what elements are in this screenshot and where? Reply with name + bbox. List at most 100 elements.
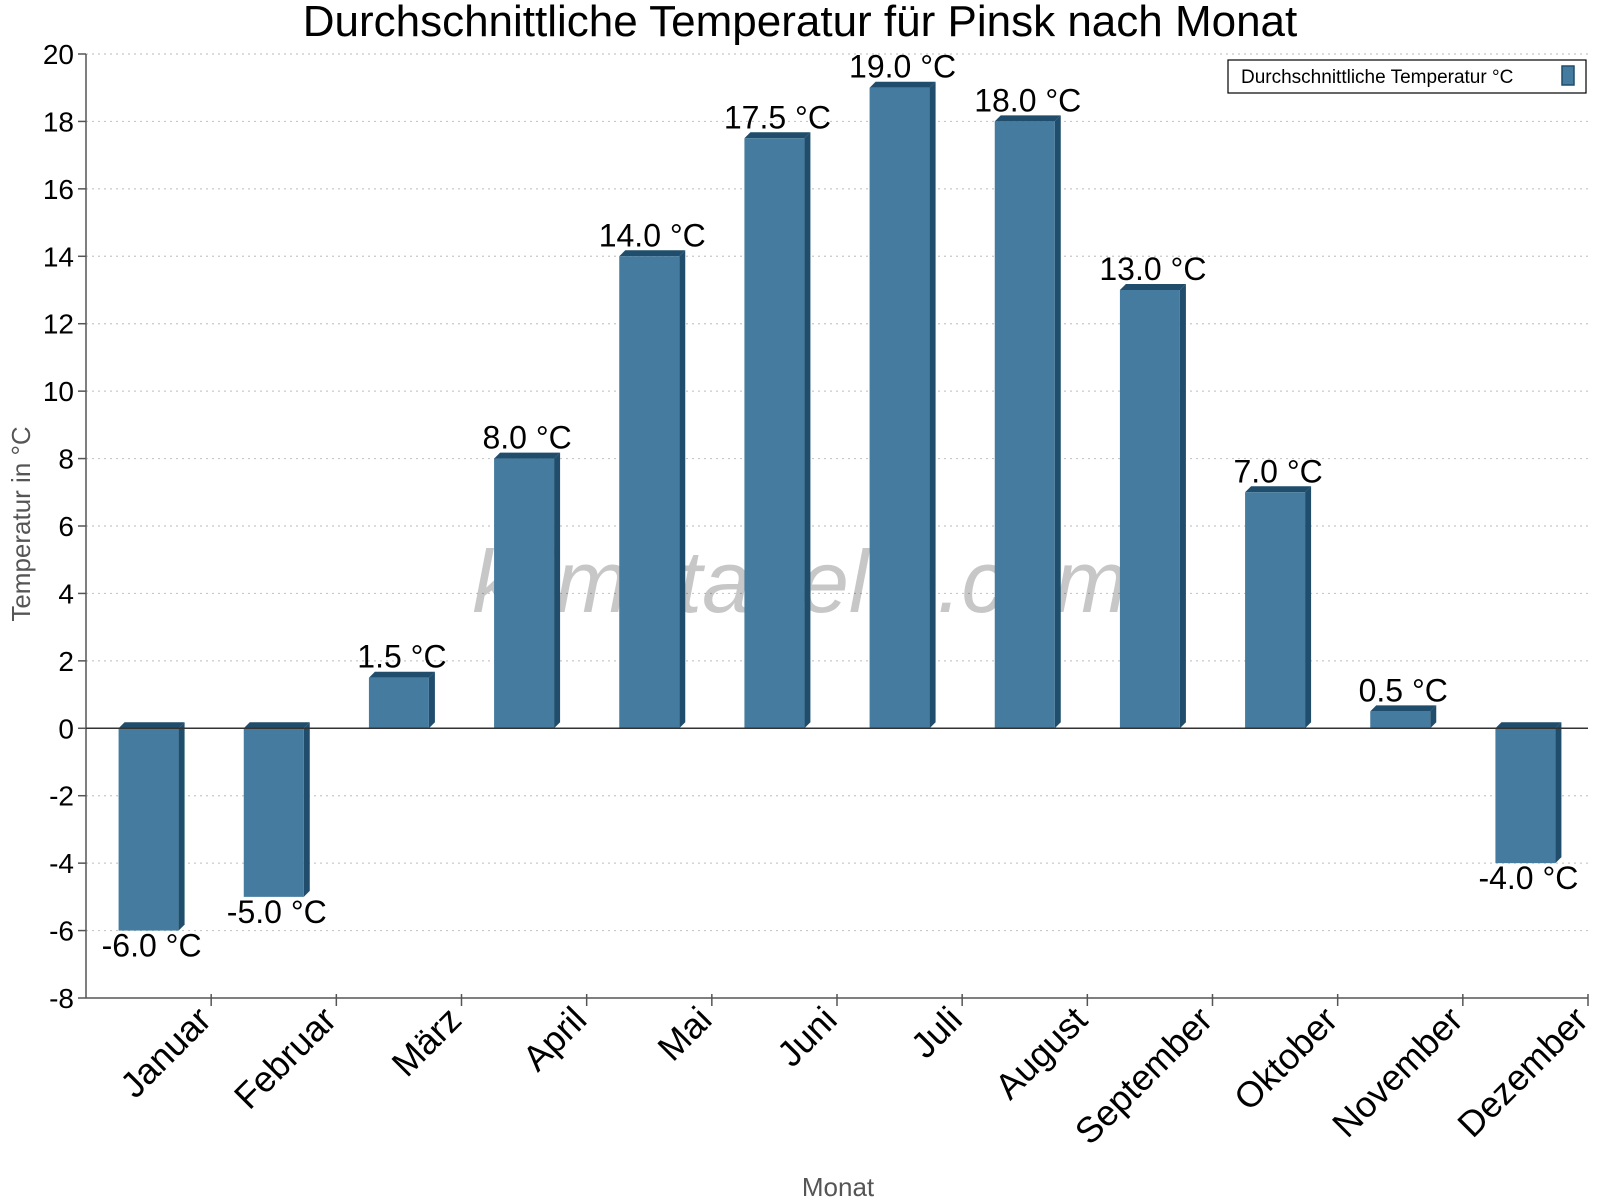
y-tick-label: -2 <box>49 781 74 812</box>
bar <box>118 722 185 931</box>
bar-side <box>428 671 435 729</box>
chart-title: Durchschnittliche Temperatur für Pinsk n… <box>303 0 1298 46</box>
data-label: 17.5 °C <box>724 99 831 135</box>
data-label: 13.0 °C <box>1099 251 1206 287</box>
bars <box>118 81 1562 931</box>
bar-side <box>303 722 310 897</box>
bar-top <box>1119 284 1186 290</box>
bar <box>994 115 1061 729</box>
bar-side <box>178 722 185 931</box>
x-tick-label: Januar <box>112 999 219 1106</box>
bar <box>1119 284 1186 729</box>
data-label: -6.0 °C <box>102 928 202 964</box>
x-tick-label: Juni <box>769 999 845 1075</box>
bar-top <box>744 132 811 139</box>
bar-top <box>494 452 561 459</box>
bar <box>368 671 435 729</box>
y-tick-label: -6 <box>49 916 74 947</box>
bar-top <box>1495 722 1562 729</box>
data-label: 8.0 °C <box>482 420 571 456</box>
bar <box>1495 722 1562 864</box>
bar-side <box>1555 722 1562 864</box>
bar-side <box>1054 115 1061 729</box>
data-label: -5.0 °C <box>227 894 327 930</box>
data-label: 1.5 °C <box>357 639 446 675</box>
bar-top <box>118 722 185 729</box>
bar-top <box>1245 486 1312 493</box>
y-axis-ticks: -8 -6 -4 -2 0 2 4 6 8 10 12 14 16 18 20 <box>43 39 86 1014</box>
bar-side <box>554 452 561 729</box>
bar <box>869 81 936 729</box>
legend-swatch <box>1561 65 1575 86</box>
bar-front <box>744 138 805 729</box>
bar-side <box>929 81 936 729</box>
bar-front <box>1119 290 1180 729</box>
data-label: 18.0 °C <box>974 82 1081 118</box>
data-label: 0.5 °C <box>1359 672 1448 708</box>
bar-side <box>1179 284 1186 729</box>
y-tick-label: -8 <box>49 983 74 1014</box>
y-tick-label: 4 <box>58 578 74 609</box>
bar-front <box>494 458 555 729</box>
y-tick-label: 18 <box>43 106 74 137</box>
x-tick-label: Dezember <box>1449 999 1595 1145</box>
data-label: 14.0 °C <box>599 217 706 253</box>
bar-front <box>869 87 930 729</box>
bar <box>619 250 686 729</box>
y-tick-label: 14 <box>43 241 74 272</box>
x-axis-title: Monat <box>802 1172 875 1200</box>
bar-top <box>869 81 936 88</box>
bar-top <box>994 115 1061 122</box>
data-label: 19.0 °C <box>849 49 956 85</box>
data-labels: -6.0 °C -5.0 °C 1.5 °C 8.0 °C 14.0 °C 17.5 °C… <box>102 49 1579 964</box>
y-tick-label: 16 <box>43 174 74 205</box>
legend-box <box>1227 59 1587 94</box>
x-tick-label: Juli <box>903 999 970 1066</box>
y-tick-label: 0 <box>58 713 74 744</box>
bar-side <box>1305 486 1312 729</box>
bar-front <box>118 728 179 931</box>
y-axis-title: Temperatur in °C <box>6 426 36 621</box>
legend: Durchschnittliche Temperatur °C <box>1227 59 1587 94</box>
bar <box>1245 486 1312 729</box>
y-tick-label: 12 <box>43 309 74 340</box>
bar-side <box>804 132 811 729</box>
y-tick-label: 20 <box>43 39 74 70</box>
y-tick-label: -4 <box>49 848 74 879</box>
bar-front <box>243 728 304 897</box>
bar <box>243 722 310 897</box>
bar-top <box>243 722 310 729</box>
bar-side <box>1430 705 1437 729</box>
gridlines <box>86 53 1588 932</box>
bar-front <box>368 677 429 729</box>
y-tick-label: 2 <box>58 646 74 677</box>
x-tick-label: November <box>1324 999 1470 1145</box>
y-tick-label: 6 <box>58 511 74 542</box>
bar-front <box>1245 492 1306 729</box>
x-tick-label: August <box>987 999 1095 1107</box>
legend-label: Durchschnittliche Temperatur °C <box>1241 67 1513 88</box>
bar-top <box>619 250 686 257</box>
bar-top <box>368 671 435 678</box>
x-axis-ticks: Januar Februar März April Mai Juni Juli AugustS… <box>112 994 1596 1152</box>
x-tick-label: April <box>514 999 594 1079</box>
bar-front <box>1495 728 1556 864</box>
bar-side <box>679 250 686 729</box>
bar-front <box>619 256 680 729</box>
bar <box>744 132 811 729</box>
x-tick-label: September <box>1067 999 1221 1153</box>
bar-front <box>1370 711 1431 729</box>
y-tick-label: 8 <box>58 444 74 475</box>
bar <box>494 452 561 729</box>
x-tick-label: Oktober <box>1226 999 1346 1119</box>
y-tick-label: 10 <box>43 376 74 407</box>
x-tick-label: Mai <box>649 999 719 1069</box>
x-tick-label: März <box>384 999 470 1085</box>
bar-top <box>1370 705 1437 712</box>
bar-front <box>994 121 1055 729</box>
data-label: 7.0 °C <box>1233 453 1322 489</box>
x-tick-label: Februar <box>226 999 344 1117</box>
bar <box>1370 705 1437 729</box>
data-label: -4.0 °C <box>1478 860 1578 896</box>
